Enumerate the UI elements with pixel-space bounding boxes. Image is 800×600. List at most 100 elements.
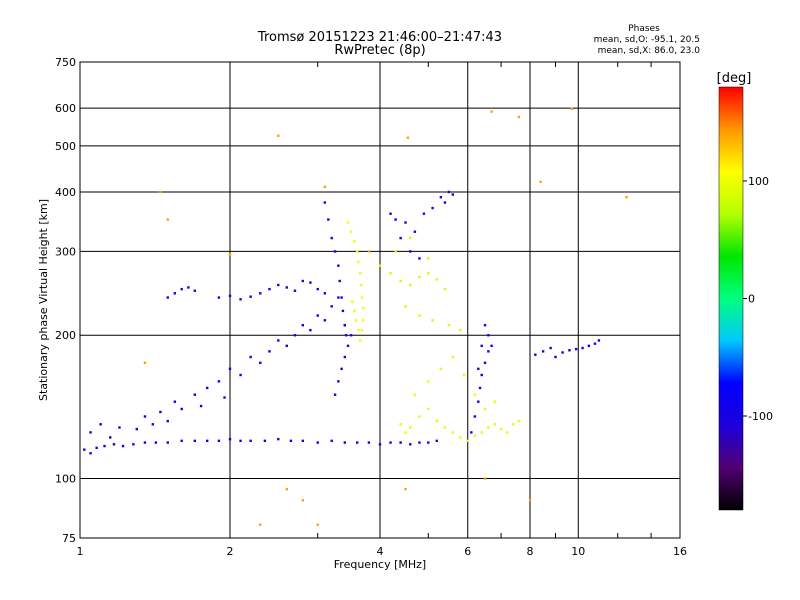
scatter-point xyxy=(409,443,412,446)
scatter-point xyxy=(443,201,447,204)
scatter-point xyxy=(343,323,347,327)
scatter-point xyxy=(259,292,262,295)
scatter-point xyxy=(357,260,360,264)
scatter-point xyxy=(352,309,356,313)
scatter-point xyxy=(554,355,557,359)
scatter-point xyxy=(399,423,402,426)
scatter-point xyxy=(316,314,319,317)
scatter-point xyxy=(341,309,345,313)
scatter-point xyxy=(154,441,158,444)
scatter-point xyxy=(239,439,242,443)
scatter-point xyxy=(404,431,407,434)
x-tick-label: 10 xyxy=(571,545,585,558)
scatter-point xyxy=(427,441,430,444)
scatter-point xyxy=(132,443,135,446)
scatter-point xyxy=(431,319,434,322)
scatter-point xyxy=(394,218,397,221)
scatter-point xyxy=(340,296,343,299)
scatter-point xyxy=(447,323,451,327)
scatter-point xyxy=(249,295,252,298)
scatter-point xyxy=(574,347,578,351)
x-tick-label: 1 xyxy=(77,545,84,558)
scatter-point xyxy=(404,487,407,491)
scatter-point xyxy=(217,439,221,443)
scatter-point xyxy=(277,339,280,342)
scatter-point xyxy=(301,439,305,443)
scatter-point xyxy=(344,334,348,337)
scatter-point xyxy=(89,431,92,434)
phases-x-stats: mean, sd,X: 86.0, 23.0 xyxy=(598,46,701,56)
y-tick-label: 300 xyxy=(55,245,76,258)
scatter-point xyxy=(228,253,232,257)
scatter-point xyxy=(625,195,628,199)
x-tick-label: 8 xyxy=(527,545,534,558)
scatter-point xyxy=(309,328,312,332)
scatter-point xyxy=(360,328,364,332)
scatter-point xyxy=(351,300,354,304)
scatter-point xyxy=(293,289,297,292)
x-axis-label: Frequency [MHz] xyxy=(334,558,426,571)
scatter-point xyxy=(404,221,407,224)
scatter-point xyxy=(394,250,397,253)
phases-o-stats: mean, sd,O: -95.1, 20.5 xyxy=(594,35,700,45)
scatter-point xyxy=(239,373,242,377)
scatter-point xyxy=(466,439,469,443)
scatter-point xyxy=(462,373,466,377)
scatter-point xyxy=(409,283,412,287)
scatter-point xyxy=(406,136,410,139)
scatter-point xyxy=(118,426,121,429)
scatter-point xyxy=(490,344,493,348)
scatter-point xyxy=(549,346,552,350)
scatter-point xyxy=(180,439,183,443)
scatter-point xyxy=(173,400,177,403)
chart-title: Tromsø 20151223 21:46:00–21:47:43 xyxy=(257,30,502,45)
scatter-point xyxy=(480,431,483,434)
scatter-point xyxy=(151,423,155,426)
scatter-point xyxy=(205,439,209,443)
scatter-point xyxy=(180,287,183,291)
scatter-point xyxy=(268,350,271,353)
scatter-point xyxy=(459,328,462,332)
scatter-point xyxy=(89,452,92,455)
y-axis-label: Stationary phase Virtual Height [km] xyxy=(37,199,50,401)
scatter-point xyxy=(217,296,221,299)
scatter-point xyxy=(349,334,353,337)
scatter-point xyxy=(511,423,515,426)
scatter-point xyxy=(333,250,337,253)
scatter-point xyxy=(330,439,333,443)
x-tick-label: 6 xyxy=(464,545,471,558)
scatter-point xyxy=(337,380,340,383)
scatter-point xyxy=(323,292,327,295)
scatter-point xyxy=(418,314,421,317)
scatter-point xyxy=(539,180,542,184)
scatter-point xyxy=(451,431,455,434)
colorbar-tick-label: 100 xyxy=(748,175,769,188)
y-tick-label: 500 xyxy=(55,140,76,153)
x-tick-label: 16 xyxy=(673,545,687,558)
scatter-point xyxy=(399,279,402,283)
scatter-point xyxy=(327,218,330,221)
scatter-point xyxy=(228,367,232,371)
scatter-point xyxy=(316,287,319,291)
scatter-point xyxy=(352,240,356,243)
colorbar-tick-label: -100 xyxy=(748,410,773,423)
scatter-point xyxy=(193,393,197,396)
x-axis-ticks: 1 2 4 6 8 10 16 xyxy=(77,62,687,558)
scatter-point xyxy=(367,441,371,444)
scatter-point xyxy=(597,339,601,342)
scatter-point xyxy=(159,190,162,194)
scatter-point xyxy=(323,201,327,204)
scatter-point xyxy=(83,448,86,451)
scatter-point xyxy=(389,441,392,444)
scatter-point xyxy=(343,355,347,359)
scatter-point xyxy=(477,367,480,371)
scatter-point xyxy=(517,115,521,119)
scatter-point xyxy=(473,434,477,437)
scatter-point xyxy=(301,279,305,283)
scatter-point xyxy=(187,286,190,289)
scatter-point xyxy=(413,230,417,233)
scatter-point xyxy=(301,323,305,327)
scatter-point xyxy=(389,212,392,215)
scatter-point xyxy=(435,278,438,281)
scatter-point xyxy=(166,441,169,444)
